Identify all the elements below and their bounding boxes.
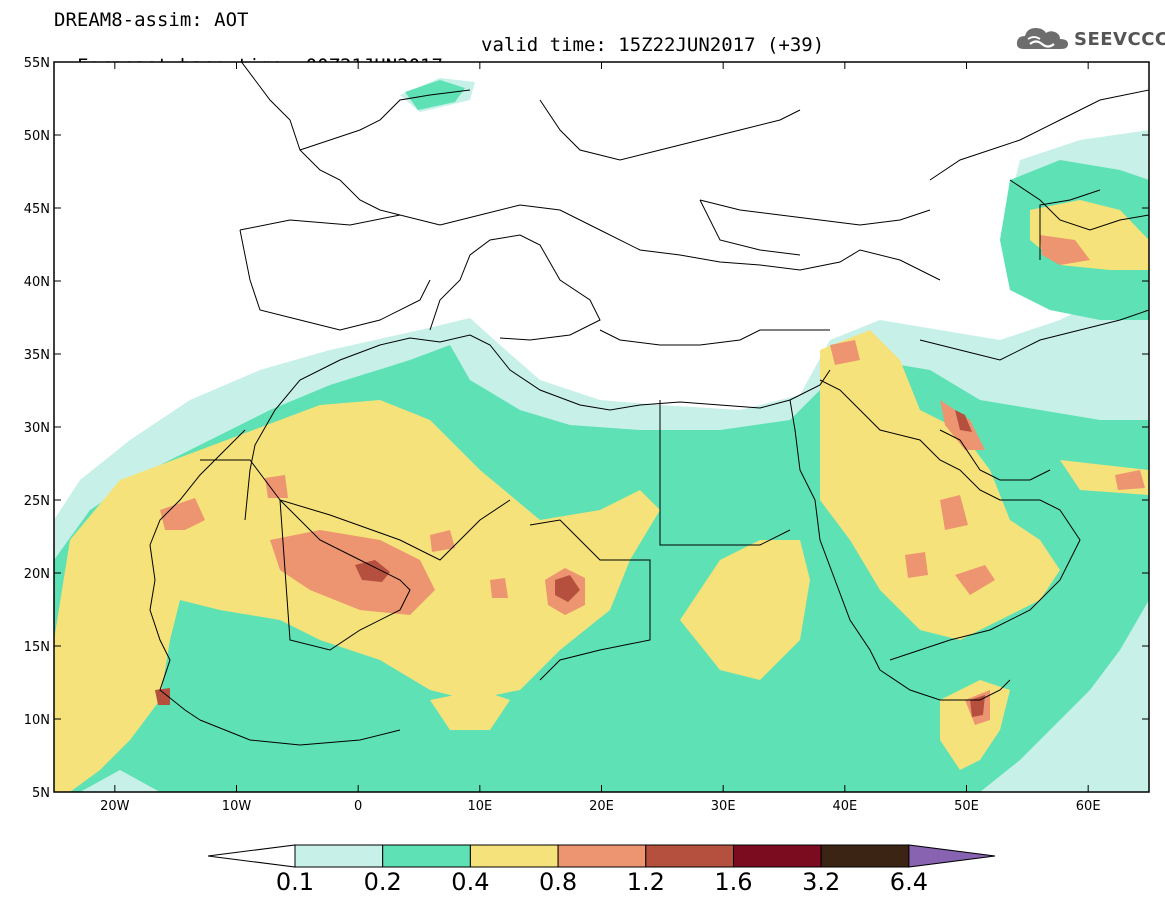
valid-time: valid time: 15Z22JUN2017 (+39) [481,34,825,56]
lat-label: 20N [24,567,50,582]
lon-label: 60E [1076,799,1101,814]
colorbar-under-arrow [207,844,296,868]
colorbar-level-label: 1.2 [626,868,665,896]
colorbar-level-label: 0.2 [363,868,402,896]
lat-label: 45N [24,202,50,217]
lon-label: 10E [467,799,492,814]
longitude-axis: 20W 10W 0 10E 20E 30E 40E 50E 60E [100,62,1101,814]
colorbar-segment [382,844,471,868]
aot-field [54,62,1149,792]
lat-label: 30N [24,421,50,436]
colorbar-segment [733,844,822,868]
lat-label: 50N [24,129,50,144]
lat-label: 55N [24,56,50,71]
lon-label: 40E [832,799,857,814]
lon-label: 50E [954,799,979,814]
aot-band-1.2 [155,410,985,717]
lat-label: 35N [24,348,50,363]
lon-label: 0 [354,799,362,814]
lat-label: 5N [32,786,50,801]
colorbar-level-label: 1.6 [714,868,753,896]
colorbar-level-label: 0.8 [539,868,578,896]
lat-label: 40N [24,275,50,290]
header-line-1: DREAM8-assim: AOT [54,9,249,31]
colorbar-segment [294,844,384,868]
colorbar-segment [820,844,910,868]
colorbar-over-arrow [908,844,996,868]
seevccc-logo: SEEVCCC [1016,20,1165,56]
colorbar-level-label: 6.4 [889,868,928,896]
colorbar-segment [557,844,647,868]
lat-label: 25N [24,494,50,509]
colorbar-level-label: 0.1 [275,868,315,896]
lat-label: 15N [24,640,50,655]
colorbar-segment [645,844,734,868]
lon-label: 20E [589,799,614,814]
latitude-axis: 55N 50N 45N 40N 35N 30N 25N 20N 15N 10N 5N [24,56,1149,801]
colorbar-segment [469,844,559,868]
colorbar-level-label: 0.4 [451,868,490,896]
lon-label: 30E [711,799,736,814]
logo-text: SEEVCCC [1074,29,1165,50]
lon-label: 20W [100,799,130,814]
lon-label: 10W [222,799,252,814]
lat-label: 10N [24,713,50,728]
coastlines-borders [149,62,1149,746]
cloud-icon [1016,28,1068,49]
colorbar [207,844,996,868]
colorbar-level-label: 3.2 [802,868,841,896]
